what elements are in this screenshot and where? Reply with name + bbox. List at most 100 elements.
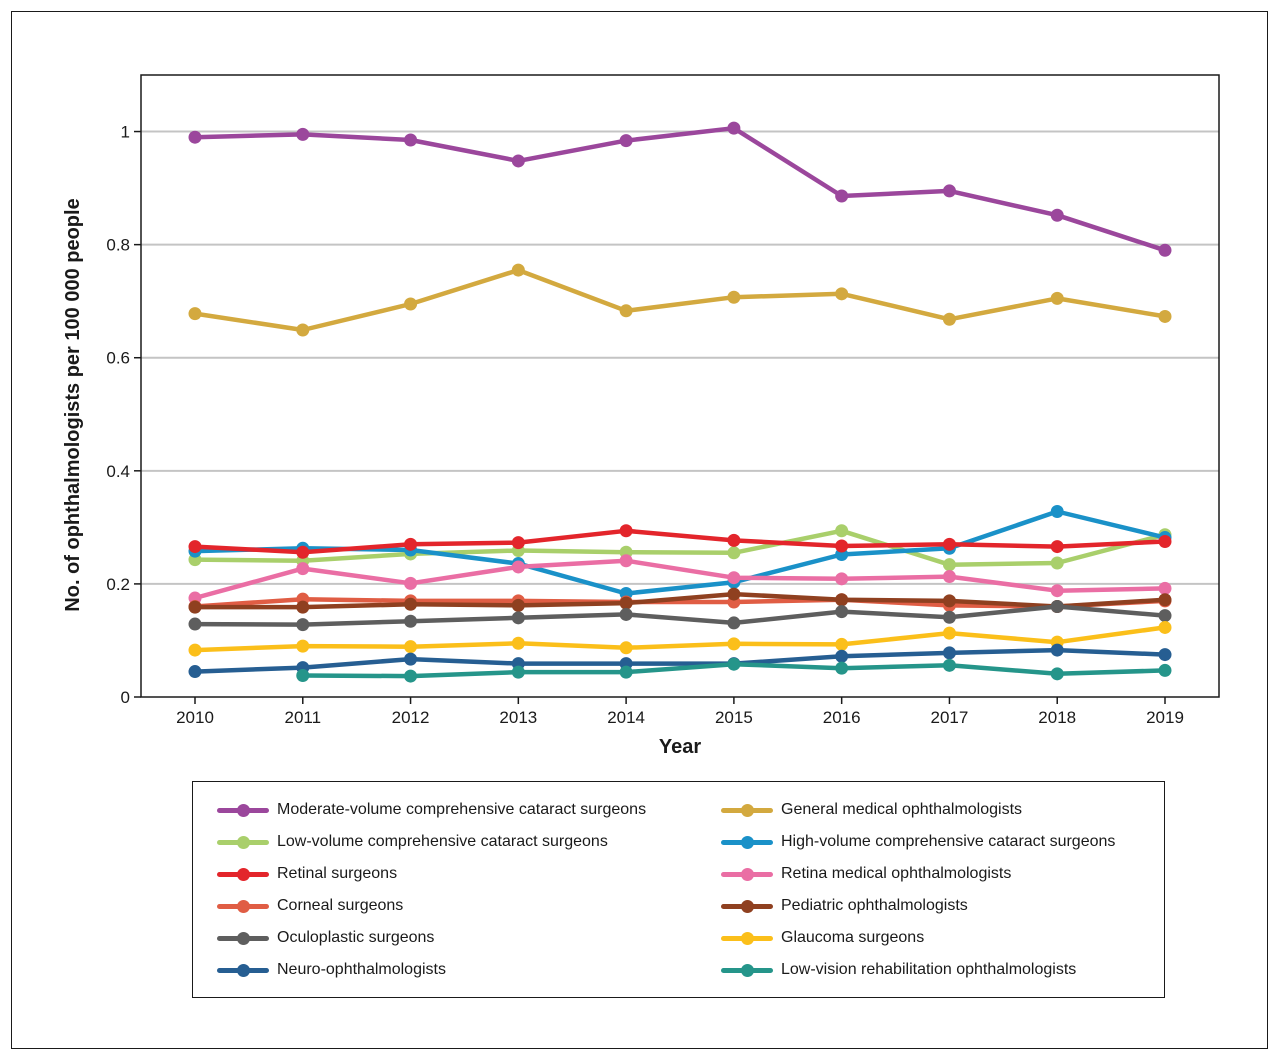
legend-swatch — [721, 958, 773, 982]
data-point — [404, 133, 418, 147]
data-point — [619, 665, 633, 679]
x-tick-label: 2015 — [715, 708, 753, 727]
y-tick-label: 0.8 — [106, 236, 130, 255]
data-point — [188, 617, 202, 631]
data-point — [404, 652, 418, 666]
data-point — [404, 537, 418, 551]
data-point — [835, 287, 849, 301]
data-point — [1158, 648, 1172, 662]
legend-item: Retinal surgeons — [217, 862, 397, 886]
legend-item: Corneal surgeons — [217, 894, 403, 918]
legend-marker — [237, 932, 250, 945]
x-tick-label: 2011 — [284, 708, 321, 727]
legend-marker — [237, 900, 250, 913]
series — [188, 600, 1172, 632]
x-tick-label: 2019 — [1146, 708, 1184, 727]
data-point — [1050, 540, 1064, 554]
data-point — [188, 643, 202, 657]
data-point — [404, 297, 418, 311]
data-point — [1050, 556, 1064, 570]
y-axis-label: No. of ophthalmologists per 100 000 peop… — [62, 198, 84, 611]
data-point — [511, 560, 525, 574]
series — [188, 263, 1172, 337]
data-point — [1050, 208, 1064, 222]
legend-label: Oculoplastic surgeons — [277, 929, 435, 946]
legend-swatch — [721, 862, 773, 886]
line-chart: 00.20.40.60.81 2010 2011 2012 2013 2014 2015 2… — [62, 74, 1220, 758]
data-point — [619, 304, 633, 318]
legend-item: High-volume comprehensive cataract surge… — [721, 830, 1115, 854]
data-point — [619, 607, 633, 621]
y-axis-ticks: 0 0.2 0.4 0.6 0.8 1 — [106, 123, 141, 707]
x-axis-ticks: 2010 2011 2012 2013 2014 2015 2016 2017 2018 2019 — [176, 697, 1184, 727]
data-point — [619, 524, 633, 538]
data-point — [942, 537, 956, 551]
data-point — [296, 545, 310, 559]
data-point — [511, 154, 525, 168]
x-tick-label: 2016 — [823, 708, 861, 727]
data-point — [1158, 620, 1172, 634]
data-point — [1158, 309, 1172, 323]
x-tick-label: 2014 — [607, 708, 645, 727]
legend: Moderate-volume comprehensive cataract s… — [192, 781, 1165, 998]
data-point — [188, 130, 202, 144]
y-tick-label: 0.2 — [106, 575, 130, 594]
data-point — [511, 636, 525, 650]
data-point — [296, 127, 310, 141]
data-point — [1050, 505, 1064, 519]
legend-marker — [741, 932, 754, 945]
data-point — [511, 263, 525, 277]
legend-marker — [741, 836, 754, 849]
data-point — [727, 637, 741, 651]
series-line — [192, 647, 1168, 674]
data-point — [727, 616, 741, 630]
data-point — [296, 562, 310, 576]
legend-item: Oculoplastic surgeons — [217, 926, 434, 950]
data-point — [835, 661, 849, 675]
legend-marker — [237, 868, 250, 881]
data-point — [835, 593, 849, 607]
data-point — [296, 600, 310, 614]
series-line — [192, 558, 1168, 601]
legend-label: Retinal surgeons — [277, 865, 398, 882]
data-point — [835, 539, 849, 553]
data-point — [188, 600, 202, 614]
data-point — [404, 640, 418, 654]
data-point — [296, 639, 310, 653]
legend-marker — [237, 836, 250, 849]
y-tick-label: 0.6 — [106, 349, 130, 368]
gridlines — [141, 130, 1219, 585]
series-line — [192, 625, 1168, 653]
plot-area — [140, 74, 1220, 698]
data-point — [1158, 609, 1172, 623]
legend-marker — [741, 868, 754, 881]
series — [188, 524, 1172, 559]
data-point — [942, 658, 956, 672]
data-point — [1050, 667, 1064, 681]
series-line — [192, 528, 1168, 567]
series-line — [192, 267, 1168, 333]
data-point — [727, 587, 741, 601]
data-point — [404, 576, 418, 590]
data-point — [1158, 535, 1172, 548]
data-point — [942, 570, 956, 584]
legend-marker — [741, 900, 754, 913]
data-point — [1158, 581, 1172, 595]
data-point — [835, 524, 849, 538]
legend-marker — [741, 964, 754, 977]
legend-swatch — [217, 958, 269, 982]
legend-label: High-volume comprehensive cataract surge… — [781, 833, 1116, 850]
legend-marker — [741, 804, 754, 817]
data-point — [619, 554, 633, 568]
data-point — [1158, 593, 1172, 607]
series-line — [192, 528, 1168, 555]
data-point — [942, 610, 956, 624]
legend-swatch — [721, 894, 773, 918]
legend-marker — [237, 804, 250, 817]
series-line — [192, 125, 1168, 253]
data-point — [619, 641, 633, 655]
data-point — [404, 614, 418, 628]
legend-swatch — [217, 862, 269, 886]
series — [188, 121, 1172, 257]
x-tick-label: 2017 — [931, 708, 969, 727]
